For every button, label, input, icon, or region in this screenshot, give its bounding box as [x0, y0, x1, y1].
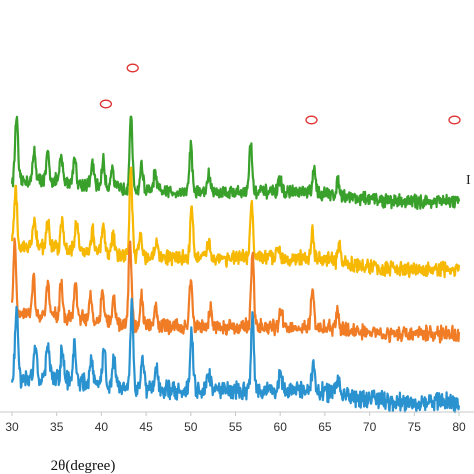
series-line-3 [10, 237, 461, 344]
x-tick-label-45: 45 [139, 420, 153, 434]
x-axis-label: 2θ(degree) [51, 458, 116, 474]
x-tick-label-80: 80 [452, 420, 466, 434]
x-tick-label-65: 65 [318, 420, 332, 434]
series-layer [10, 115, 461, 414]
x-tick-label-70: 70 [363, 420, 377, 434]
series-line-2 [10, 166, 461, 279]
peak-marker-2 [126, 63, 139, 73]
peak-marker-3 [305, 115, 318, 125]
side-label-fragment: I [466, 173, 471, 188]
x-tick-label-50: 50 [184, 420, 198, 434]
x-tick-label-30: 30 [5, 420, 19, 434]
series-line-1 [10, 115, 461, 210]
peak-marker-4 [448, 115, 461, 125]
x-tick-layer: 30 35 40 45 50 55 60 65 70 75 80 [5, 412, 466, 434]
x-tick-label-35: 35 [50, 420, 64, 434]
x-tick-label-60: 60 [274, 420, 288, 434]
x-tick-label-40: 40 [95, 420, 109, 434]
peak-marker-1 [99, 99, 113, 109]
series-line-4 [10, 297, 461, 414]
marker-layer [99, 63, 461, 125]
x-tick-label-75: 75 [408, 420, 422, 434]
x-tick-label-55: 55 [229, 420, 243, 434]
